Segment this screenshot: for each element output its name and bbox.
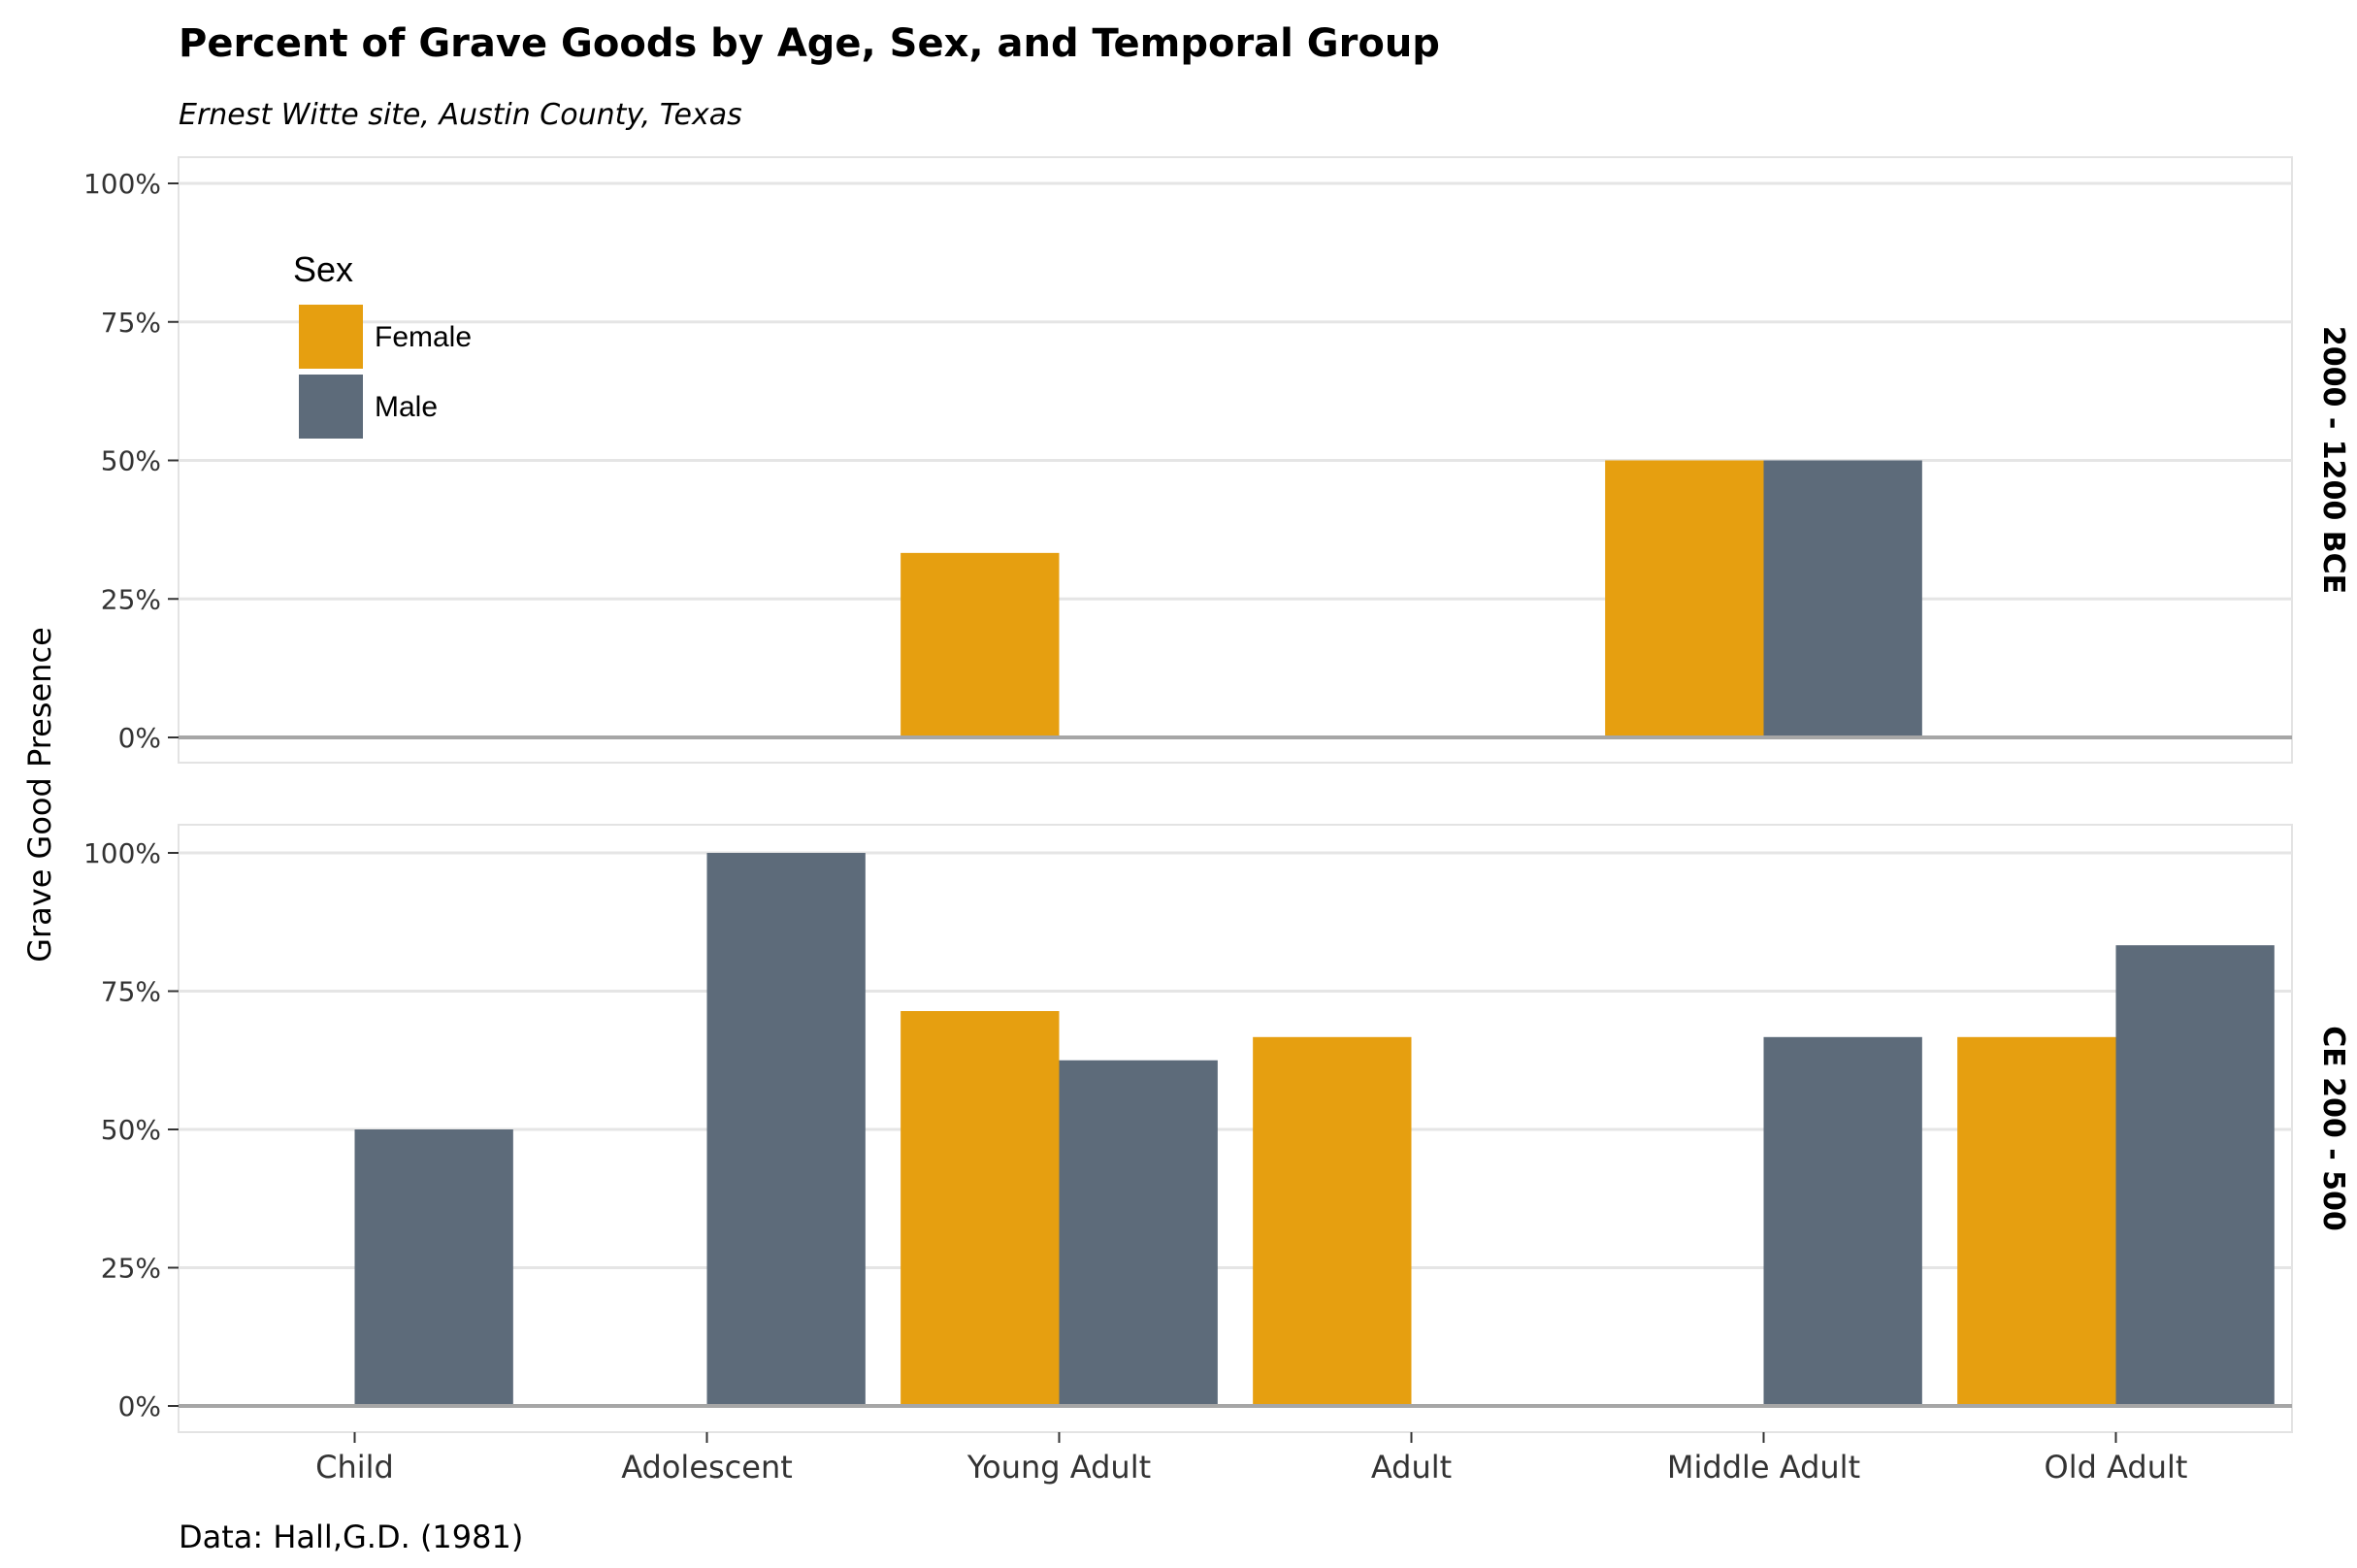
y-tick-label: 25% bbox=[101, 1253, 161, 1285]
y-tick-label: 100% bbox=[83, 837, 161, 869]
x-axis: Child Adolescent Young Adult Adult Middle Ad… bbox=[315, 1432, 2187, 1486]
bar-female-adult bbox=[1253, 1036, 1412, 1406]
x-tick-label: Child bbox=[315, 1449, 394, 1486]
y-tick-label: 75% bbox=[101, 976, 161, 1008]
bar-female-young-adult bbox=[900, 1011, 1060, 1406]
x-tick-label: Old Adult bbox=[2045, 1449, 2188, 1486]
legend: Sex Female Male bbox=[293, 249, 472, 439]
legend-key-female bbox=[299, 305, 363, 369]
y-axis-title: Grave Good Presence bbox=[21, 627, 58, 963]
facet-panels: 0% 25% 50% 75% 100% 2000 - 1200 BCE 0% 25% 50% 75… bbox=[83, 156, 2350, 1433]
x-tick-label: Adult bbox=[1371, 1449, 1452, 1486]
y-tick-label: 0% bbox=[118, 722, 161, 754]
chart-subtitle: Ernest Witte site, Austin County, Texas bbox=[179, 98, 742, 132]
facet-strip-label: CE 200 - 500 bbox=[2316, 1026, 2350, 1231]
legend-label-male: Male bbox=[375, 391, 438, 423]
chart-title: Percent of Grave Goods by Age, Sex, and … bbox=[179, 21, 1440, 66]
bar-male-child bbox=[354, 1129, 513, 1406]
bar-male-adolescent bbox=[706, 853, 866, 1406]
facet-panel-2: 0% 25% 50% 75% 100% CE 200 - 500 bbox=[83, 824, 2350, 1433]
y-tick-label: 25% bbox=[101, 583, 161, 615]
facet-panel-1: 0% 25% 50% 75% 100% 2000 - 1200 BCE bbox=[83, 156, 2350, 764]
y-tick-label: 100% bbox=[83, 168, 161, 200]
x-tick-label: Middle Adult bbox=[1667, 1449, 1860, 1486]
bar-male-middle-adult bbox=[1763, 460, 1922, 737]
x-tick-label: Adolescent bbox=[621, 1449, 793, 1486]
y-tick-label: 75% bbox=[101, 307, 161, 339]
bar-female-middle-adult bbox=[1605, 460, 1764, 737]
facet-strip-label: 2000 - 1200 BCE bbox=[2316, 326, 2350, 594]
bar-female-old-adult bbox=[1957, 1036, 2116, 1406]
x-tick-label: Young Adult bbox=[966, 1449, 1151, 1486]
legend-title: Sex bbox=[293, 249, 353, 289]
legend-label-female: Female bbox=[375, 321, 472, 353]
y-tick-label: 50% bbox=[101, 1114, 161, 1146]
y-tick-label: 0% bbox=[118, 1390, 161, 1422]
chart-caption: Data: Hall,G.D. (1981) bbox=[179, 1519, 523, 1555]
legend-key-male bbox=[299, 375, 363, 439]
bar-male-old-adult bbox=[2115, 945, 2275, 1406]
bar-male-young-adult bbox=[1059, 1060, 1218, 1406]
bar-male-middle-adult bbox=[1763, 1036, 1922, 1406]
bar-female-young-adult bbox=[900, 552, 1060, 737]
y-tick-label: 50% bbox=[101, 445, 161, 477]
